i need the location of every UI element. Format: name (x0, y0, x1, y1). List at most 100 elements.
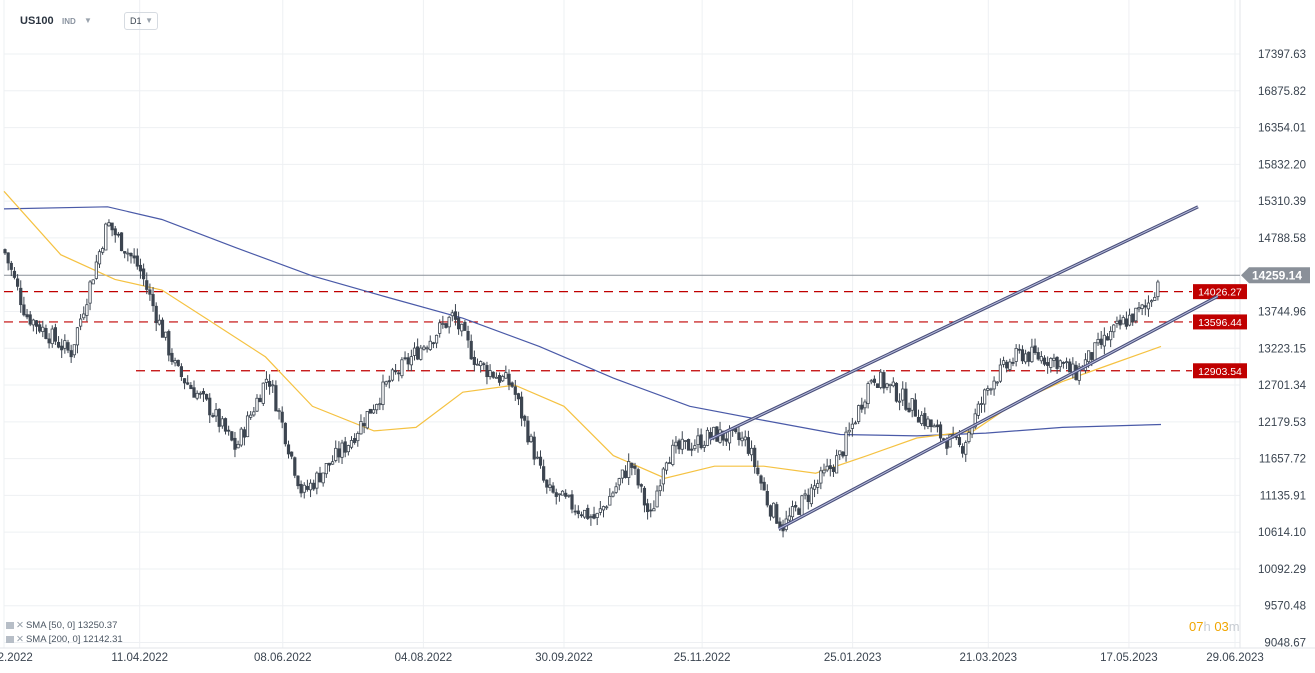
indicator-legend-sma50[interactable]: ✕ SMA [50, 0] 13250.37 (6, 620, 117, 632)
close-icon[interactable]: ✕ (16, 620, 24, 631)
candle-body (576, 510, 580, 515)
y-tick-label: 9570.48 (1264, 601, 1306, 613)
candle-body (605, 506, 609, 509)
candle-body (101, 248, 105, 253)
candle-body (1033, 345, 1037, 354)
candle-body (655, 490, 659, 508)
candle-body (1001, 360, 1006, 365)
candle-body (242, 429, 246, 438)
candle-body (441, 323, 445, 325)
candle-body (847, 429, 851, 433)
candle-body (866, 383, 870, 404)
candle-body (611, 492, 615, 497)
candle-body (920, 414, 924, 425)
candle-body (72, 344, 76, 356)
candle-body (617, 478, 621, 486)
candle-body (308, 482, 313, 491)
candle-body (482, 363, 486, 366)
candle-body (532, 436, 536, 460)
timer-hours-unit: h (1203, 619, 1211, 634)
candle-body (579, 514, 584, 517)
candle-body (642, 487, 647, 506)
candle-body (812, 485, 817, 490)
candle-body (869, 380, 873, 383)
candle-body (1017, 348, 1021, 351)
candle-body (447, 316, 451, 328)
candle-body (863, 401, 867, 409)
candle-body (938, 424, 943, 439)
candle-body (809, 487, 814, 505)
indicator-legend-sma200[interactable]: ✕ SMA [200, 0] 12142.31 (6, 634, 123, 646)
candle-body (888, 383, 892, 387)
candle-body (494, 376, 499, 379)
candle-body (387, 380, 391, 383)
candle-body (1121, 317, 1125, 325)
candle-body (349, 440, 354, 448)
candle-body (195, 392, 199, 399)
close-icon[interactable]: ✕ (16, 634, 24, 645)
y-tick-label: 15832.20 (1258, 159, 1306, 171)
candle-body (280, 411, 284, 423)
candle-body (302, 484, 306, 493)
candle-body (497, 375, 502, 383)
sma50-line (3, 190, 1162, 479)
candle-body (787, 515, 791, 521)
candle-body (762, 481, 766, 491)
candle-body (126, 252, 130, 255)
candle-body (145, 280, 149, 290)
candle-body (214, 409, 218, 417)
candle-body (230, 431, 234, 441)
candle-body (570, 494, 574, 510)
x-tick-label: 04.08.2022 (395, 652, 453, 664)
indicator-value: 13250.37 (77, 620, 118, 631)
candle-body (438, 322, 442, 334)
candle-body (926, 418, 930, 427)
candle-body (882, 372, 886, 389)
candle-body (255, 397, 259, 412)
indicator-value: 12142.31 (83, 634, 123, 645)
candle-body (107, 222, 111, 227)
candle-body (633, 465, 637, 469)
candle-body (690, 448, 694, 451)
symbol-label[interactable]: US100 (20, 15, 54, 27)
candle-body (3, 249, 7, 254)
indicator-settings-icon[interactable] (6, 635, 14, 643)
candle-body (223, 418, 228, 432)
candle-body (623, 470, 628, 478)
candle-body (25, 314, 29, 318)
candle-body (217, 408, 221, 427)
level-price-tag (1193, 284, 1247, 300)
candle-body (683, 440, 688, 442)
candle-body (1099, 338, 1103, 345)
candle-body (97, 251, 102, 265)
y-tick-label: 14788.58 (1258, 233, 1306, 245)
candle-body (1140, 304, 1144, 309)
candle-body (337, 448, 341, 458)
candle-body (948, 434, 952, 448)
candle-body (907, 407, 911, 413)
candle-body (293, 457, 297, 476)
indicator-settings-icon[interactable] (6, 621, 14, 629)
candle-body (296, 475, 300, 487)
x-tick-label: 11.04.2022 (111, 652, 168, 664)
candle-body (639, 484, 643, 487)
candle-body (91, 279, 95, 285)
candle-body (119, 232, 124, 252)
candle-body (157, 319, 161, 325)
candle-body (620, 469, 625, 479)
candle-body (330, 461, 335, 465)
x-tick-label: 08.06.2022 (254, 652, 312, 664)
candle-body (542, 466, 546, 481)
candles-group (3, 219, 1160, 538)
chevron-down-icon[interactable]: ▼ (84, 16, 92, 25)
timeframe-select[interactable]: D1 ▼ (124, 12, 158, 30)
candle-body (923, 413, 927, 427)
candle-body (63, 340, 67, 349)
level-price-tag (1193, 363, 1247, 379)
candle-body (160, 319, 165, 338)
candle-body (403, 357, 407, 360)
candle-body (227, 429, 231, 432)
candle-body (507, 373, 511, 386)
candle-body (416, 346, 420, 360)
